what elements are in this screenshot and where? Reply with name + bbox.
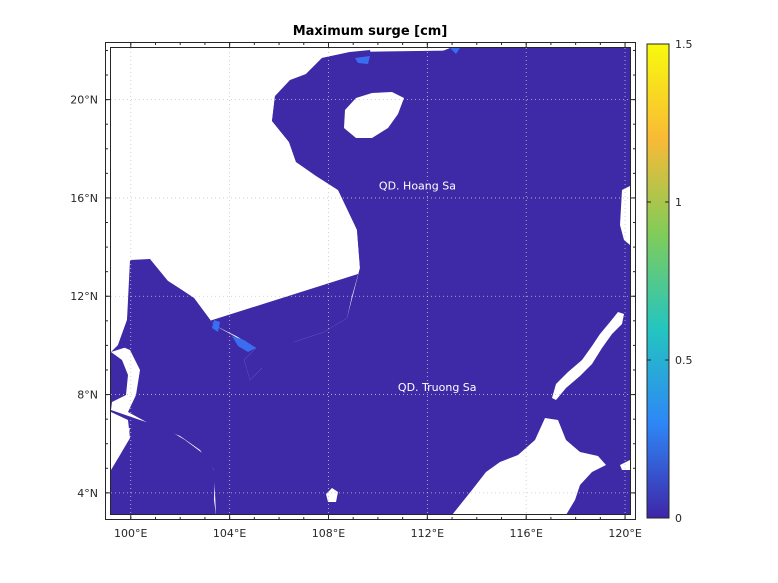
x-tick-labels: 100°E 104°E 108°E 112°E 116°E 120°E (114, 527, 642, 540)
x-tick-label: 116°E (509, 527, 542, 540)
surge-highlight-gulf (212, 320, 220, 332)
colorbar-gradient (646, 43, 670, 519)
y-tick-label: 12°N (70, 290, 98, 303)
surge-highlight-north (355, 56, 370, 64)
x-tick-label: 100°E (114, 527, 147, 540)
sea-central (118, 48, 630, 515)
colorbar-tick-label: 0.5 (675, 354, 693, 367)
y-tick-label: 8°N (77, 389, 98, 402)
gridlines (111, 48, 630, 515)
x-tick-label: 120°E (608, 527, 641, 540)
island-label: QD. Truong Sa (398, 381, 477, 394)
map-title: Maximum surge [cm] (293, 24, 448, 39)
map-frame-outer (105, 42, 636, 520)
colorbar-tick-label: 1 (675, 196, 682, 209)
x-tick-label: 112°E (411, 527, 444, 540)
surge-highlight-northeast (450, 48, 460, 54)
map-panel: QD. Hoang Sa QD. Truong Sa 100°E 104°E 108°… (70, 42, 642, 540)
colorbar-ticks: 0 0.5 1 1.5 (647, 38, 693, 525)
y-tick-label: 16°N (70, 192, 98, 205)
y-tick-label: 4°N (77, 487, 98, 500)
sea-gulf-of-thailand (111, 352, 216, 515)
map-frame-inner (110, 47, 631, 515)
island-label: QD. Hoang Sa (379, 180, 456, 193)
malay-islet (122, 428, 130, 438)
luzon-land (620, 186, 630, 245)
colorbar-tick-label: 0 (675, 512, 682, 525)
hainan-island (344, 92, 404, 138)
x-tick-label: 104°E (213, 527, 246, 540)
annotations: QD. Hoang Sa QD. Truong Sa (379, 180, 477, 395)
y-tick-label: 20°N (70, 94, 98, 107)
y-tick-labels: 4°N 8°N 12°N 16°N 20°N (70, 94, 98, 500)
colorbar-tick-label: 1.5 (675, 38, 693, 51)
palawan-land (552, 312, 624, 400)
frame-ticks (105, 42, 636, 520)
borneo-land (452, 418, 606, 515)
surge-highlight-mekong (232, 336, 256, 352)
small-islet (326, 488, 338, 502)
colorbar: 0 0.5 1 1.5 (646, 38, 693, 525)
x-tick-label: 108°E (312, 527, 345, 540)
